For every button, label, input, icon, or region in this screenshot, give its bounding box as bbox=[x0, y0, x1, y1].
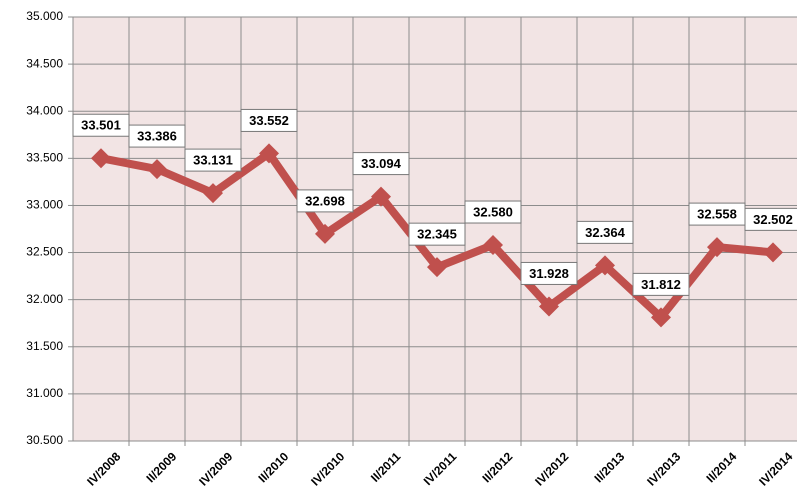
marker bbox=[483, 235, 503, 256]
data-label: 33.501 bbox=[81, 118, 121, 133]
data-label: 32.558 bbox=[697, 207, 737, 222]
y-tick-label: 31.000 bbox=[26, 386, 63, 400]
marker bbox=[651, 307, 671, 328]
data-label: 33.131 bbox=[193, 153, 233, 168]
x-tick-label: IV/2010 bbox=[308, 449, 347, 488]
y-tick-label: 33.500 bbox=[26, 151, 63, 165]
marker bbox=[203, 183, 223, 204]
x-tick-label: II/2012 bbox=[480, 449, 516, 485]
x-tick-label: II/2011 bbox=[368, 449, 404, 485]
y-tick-label: 34.500 bbox=[26, 56, 63, 70]
x-tick-label: II/2009 bbox=[144, 449, 180, 485]
y-tick-label: 32.000 bbox=[26, 292, 63, 306]
marker bbox=[595, 255, 615, 276]
y-tick-label: 32.500 bbox=[26, 245, 63, 259]
marker bbox=[91, 148, 111, 169]
data-label: 31.812 bbox=[641, 277, 681, 292]
data-label: 32.698 bbox=[305, 193, 345, 208]
y-tick-label: 30.500 bbox=[26, 433, 63, 447]
x-tick-label: IV/2009 bbox=[196, 449, 235, 488]
data-label-box bbox=[296, 189, 354, 213]
data-label: 32.502 bbox=[753, 212, 793, 227]
data-label-box bbox=[352, 152, 410, 176]
marker bbox=[371, 186, 391, 207]
data-label-box bbox=[128, 124, 186, 148]
x-tick-label: IV/2011 bbox=[421, 449, 460, 488]
y-tick-label: 33.000 bbox=[26, 198, 63, 212]
marker bbox=[315, 223, 335, 244]
data-label: 33.094 bbox=[361, 156, 402, 171]
data-label: 33.552 bbox=[249, 113, 289, 128]
data-label: 32.345 bbox=[417, 227, 457, 242]
marker bbox=[539, 296, 559, 317]
marker bbox=[427, 257, 447, 278]
marker bbox=[259, 143, 279, 164]
data-label-box bbox=[744, 207, 797, 231]
data-label: 32.580 bbox=[473, 204, 513, 219]
x-tick-label: IV/2012 bbox=[532, 449, 571, 488]
x-tick-label: IV/2013 bbox=[644, 449, 683, 488]
y-tick-label: 31.500 bbox=[26, 339, 63, 353]
data-label-box bbox=[464, 200, 522, 224]
data-label-box bbox=[520, 261, 578, 285]
marker bbox=[147, 159, 167, 180]
x-tick-label: II/2014 bbox=[704, 449, 740, 485]
data-label: 33.386 bbox=[137, 129, 177, 144]
y-tick-label: 34.000 bbox=[26, 103, 63, 117]
x-tick-label: II/2013 bbox=[592, 449, 628, 485]
data-label-box bbox=[240, 108, 298, 132]
x-tick-label: II/2010 bbox=[256, 449, 292, 485]
data-label-box bbox=[576, 220, 634, 244]
data-label-box bbox=[408, 222, 466, 246]
data-label-box bbox=[184, 148, 242, 172]
marker bbox=[763, 242, 783, 263]
x-tick-label: IV/2008 bbox=[84, 449, 123, 488]
x-tick-label: IV/2014 bbox=[756, 449, 795, 488]
data-label-box bbox=[632, 272, 690, 296]
data-label: 31.928 bbox=[529, 266, 569, 281]
marker bbox=[707, 237, 727, 258]
data-label: 32.364 bbox=[585, 225, 626, 240]
y-tick-label: 35.000 bbox=[26, 9, 63, 23]
